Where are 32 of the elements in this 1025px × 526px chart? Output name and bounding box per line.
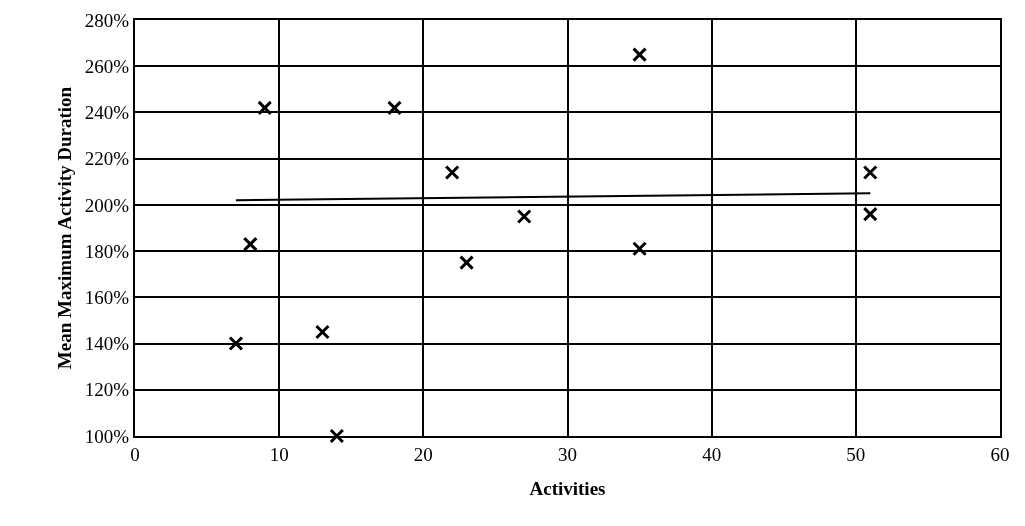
x-tick-label: 60 — [990, 443, 1010, 465]
y-tick-label: 100% — [84, 425, 130, 447]
y-tick-label: 180% — [84, 240, 130, 262]
y-tick-label: 220% — [84, 148, 130, 170]
y-tick-label: 140% — [84, 333, 130, 355]
x-tick-label: 40 — [702, 443, 722, 465]
y-tick-label: 160% — [84, 286, 130, 308]
point — [516, 208, 532, 224]
point — [632, 241, 648, 257]
point — [862, 206, 878, 222]
y-axis-title: Mean Maximum Activity Duration — [54, 86, 76, 370]
y-tick-label: 280% — [84, 9, 130, 31]
point — [387, 100, 402, 116]
x-tick-label: 50 — [846, 443, 866, 465]
point — [459, 255, 475, 271]
y-tick-label: 240% — [84, 102, 130, 124]
point — [242, 236, 258, 252]
x-axis-title: Activities — [529, 478, 606, 500]
point — [329, 428, 345, 444]
point — [444, 165, 460, 181]
point — [632, 47, 648, 63]
point — [228, 336, 244, 352]
x-tick-label: 20 — [413, 443, 433, 465]
point — [257, 100, 273, 116]
x-tick-label: 10 — [269, 443, 289, 465]
y-tick-label: 120% — [84, 379, 130, 401]
y-tick-label: 200% — [84, 194, 130, 216]
x-tick-label: 30 — [558, 443, 577, 465]
point — [314, 324, 330, 340]
y-tick-label: 260% — [84, 55, 130, 77]
x-tick-label: 0 — [130, 443, 140, 465]
point — [862, 165, 878, 181]
